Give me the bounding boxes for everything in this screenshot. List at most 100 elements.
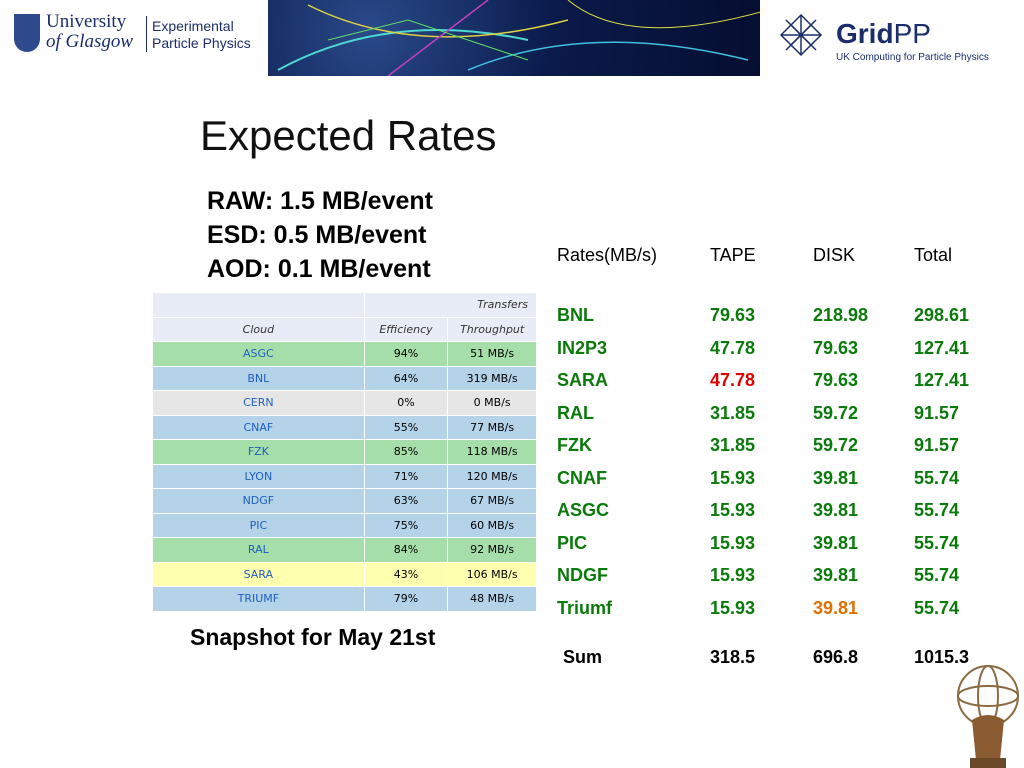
esd-size: ESD: 0.5 MB/event	[207, 221, 427, 249]
particle-tracks-graphic	[277, 0, 769, 76]
snapshot-cloud-cell: CERN	[153, 390, 365, 416]
atlas-statue-icon	[957, 665, 1019, 768]
snapshot-thr-cell: 48 MB/s	[447, 586, 537, 612]
aod-size: AOD: 0.1 MB/event	[207, 255, 431, 283]
snapshot-cloud-cell: SARA	[153, 562, 365, 587]
rates-sum-total: 1015.3	[914, 647, 970, 667]
snapshot-thr-cell: 67 MB/s	[447, 488, 537, 514]
rates-disk: 79.63	[813, 338, 859, 358]
rates-tape: 47.78	[710, 370, 756, 390]
snapshot-eff-cell: 84%	[364, 537, 449, 563]
snapshot-thr-cell: 120 MB/s	[447, 464, 537, 489]
table-row: SARA 43% 106 MB/s	[153, 562, 537, 587]
table-row: LYON 71% 120 MB/s	[153, 464, 537, 489]
rates-disk: 39.81	[813, 565, 859, 585]
snapshot-thr-cell: 106 MB/s	[447, 562, 537, 587]
header-banner: University of Glasgow Experimental Parti…	[0, 0, 1024, 76]
snapshot-cloud-cell: ASGC	[153, 341, 365, 367]
table-row: ASGC 94% 51 MB/s	[153, 341, 537, 367]
table-row: BNL 64% 319 MB/s	[153, 366, 537, 391]
rates-site: Triumf	[557, 598, 613, 618]
rates-disk: 79.63	[813, 370, 859, 390]
rates-site: PIC	[557, 533, 588, 553]
rates-total: 91.57	[914, 403, 960, 423]
snapshot-thr-cell: 92 MB/s	[447, 537, 537, 563]
throughput-header: Throughput	[447, 317, 537, 342]
snapshot-thr-cell: 319 MB/s	[447, 366, 537, 391]
slide-title: Expected Rates	[200, 112, 497, 159]
gridpp-logo-icon	[779, 13, 823, 57]
snapshot-thr-cell: 60 MB/s	[447, 513, 537, 538]
snapshot-cloud-cell: RAL	[153, 537, 365, 563]
rates-total: 55.74	[914, 565, 960, 585]
rates-disk: 59.72	[813, 403, 859, 423]
snapshot-eff-cell: 85%	[364, 439, 449, 465]
snapshot-caption: Snapshot for May 21st	[190, 624, 436, 650]
rates-site: IN2P3	[557, 338, 608, 358]
snapshot-thr-cell: 118 MB/s	[447, 439, 537, 465]
rates-disk: 39.81	[813, 598, 859, 618]
rates-disk: 218.98	[813, 305, 869, 325]
rates-site: FZK	[557, 435, 592, 455]
snapshot-eff-cell: 43%	[364, 562, 449, 587]
table-column-header: Cloud Efficiency Throughput	[153, 317, 537, 342]
rates-sum-label: Sum	[563, 647, 603, 667]
rates-tape: 31.85	[710, 435, 756, 455]
snapshot-cloud-cell: TRIUMF	[153, 586, 365, 612]
gridpp-name: GridPP	[836, 18, 931, 49]
snapshot-cloud-cell: PIC	[153, 513, 365, 538]
rates-total: 298.61	[914, 305, 970, 325]
snapshot-eff-cell: 63%	[364, 488, 449, 514]
rates-tape: 15.93	[710, 598, 756, 618]
rates-tape: 15.93	[710, 565, 756, 585]
rates-total: 55.74	[914, 533, 960, 553]
snapshot-cloud-cell: FZK	[153, 439, 365, 465]
table-row: FZK 85% 118 MB/s	[153, 439, 537, 465]
table-row: CNAF 55% 77 MB/s	[153, 415, 537, 440]
snapshot-cloud-cell: LYON	[153, 464, 365, 489]
rates-tape: 15.93	[710, 533, 756, 553]
snapshot-eff-cell: 0%	[364, 390, 449, 416]
header-divider	[146, 16, 147, 52]
transfer-snapshot-table: Transfers Cloud Efficiency Throughput AS…	[153, 293, 538, 612]
table-row: RAL 84% 92 MB/s	[153, 537, 537, 563]
snapshot-eff-cell: 55%	[364, 415, 449, 440]
rates-sum-tape: 318.5	[710, 647, 756, 667]
snapshot-cloud-cell: NDGF	[153, 488, 365, 514]
rates-total: 55.74	[914, 468, 960, 488]
rates-disk: 39.81	[813, 468, 859, 488]
snapshot-thr-cell: 0 MB/s	[447, 390, 537, 416]
snapshot-cloud-cell: CNAF	[153, 415, 365, 440]
raw-size: RAW: 1.5 MB/event	[207, 187, 433, 215]
university-line-1: University	[46, 11, 127, 32]
snapshot-eff-cell: 79%	[364, 586, 449, 612]
university-line-2: of Glasgow	[46, 31, 134, 52]
transfers-header: Transfers	[364, 293, 538, 318]
event-sizes: RAW: 1.5 MB/event ESD: 0.5 MB/event AOD:…	[207, 184, 433, 286]
rates-disk: 39.81	[813, 500, 859, 520]
rates-total: 127.41	[914, 370, 970, 390]
department-line-1: Experimental	[152, 18, 234, 34]
rates-header: Total	[914, 245, 953, 265]
rates-site: ASGC	[557, 500, 610, 520]
snapshot-eff-cell: 75%	[364, 513, 449, 538]
snapshot-thr-cell: 51 MB/s	[447, 341, 537, 367]
rates-disk: 39.81	[813, 533, 859, 553]
department-name: Experimental Particle Physics	[152, 18, 251, 52]
gridpp-subtitle: UK Computing for Particle Physics	[836, 52, 989, 63]
rates-total: 55.74	[914, 598, 960, 618]
rates-sum-disk: 696.8	[813, 647, 859, 667]
cloud-header: Cloud	[153, 317, 365, 342]
university-crest-icon	[14, 14, 40, 52]
snapshot-cloud-cell: BNL	[153, 366, 365, 391]
university-name: University of Glasgow	[46, 12, 133, 52]
efficiency-header: Efficiency	[364, 317, 449, 342]
snapshot-thr-cell: 77 MB/s	[447, 415, 537, 440]
table-row: PIC 75% 60 MB/s	[153, 513, 537, 538]
rates-tape: 47.78	[710, 338, 756, 358]
rates-header: TAPE	[710, 245, 756, 265]
snapshot-eff-cell: 94%	[364, 341, 449, 367]
rates-site: NDGF	[557, 565, 608, 585]
table-group-header: Transfers	[153, 293, 538, 318]
particle-tracks-image	[268, 0, 778, 76]
